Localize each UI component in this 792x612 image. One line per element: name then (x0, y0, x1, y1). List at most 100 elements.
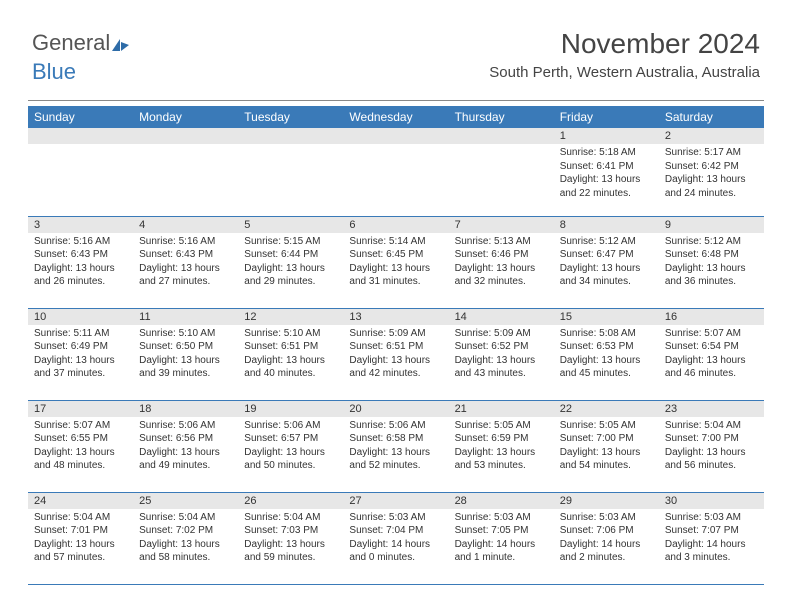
location-subtitle: South Perth, Western Australia, Australi… (489, 64, 760, 81)
daylight-text: Daylight: 13 hours and 43 minutes. (455, 354, 548, 381)
sunset-text: Sunset: 6:43 PM (34, 248, 127, 262)
calendar-week-row: 3Sunrise: 5:16 AMSunset: 6:43 PMDaylight… (28, 216, 764, 308)
calendar-day-cell: 30Sunrise: 5:03 AMSunset: 7:07 PMDayligh… (659, 492, 764, 584)
daylight-text: Daylight: 13 hours and 56 minutes. (665, 446, 758, 473)
day-details: Sunrise: 5:04 AMSunset: 7:03 PMDaylight:… (238, 509, 343, 569)
day-details: Sunrise: 5:08 AMSunset: 6:53 PMDaylight:… (554, 325, 659, 385)
sunset-text: Sunset: 6:47 PM (560, 248, 653, 262)
day-details: Sunrise: 5:06 AMSunset: 6:57 PMDaylight:… (238, 417, 343, 477)
sunset-text: Sunset: 7:01 PM (34, 524, 127, 538)
calendar-day-cell: 10Sunrise: 5:11 AMSunset: 6:49 PMDayligh… (28, 308, 133, 400)
sunset-text: Sunset: 6:45 PM (349, 248, 442, 262)
day-number: 28 (449, 493, 554, 509)
weekday-header: Thursday (449, 106, 554, 128)
day-number: 22 (554, 401, 659, 417)
sunrise-text: Sunrise: 5:03 AM (560, 511, 653, 525)
calendar-day-cell: 9Sunrise: 5:12 AMSunset: 6:48 PMDaylight… (659, 216, 764, 308)
daylight-text: Daylight: 13 hours and 37 minutes. (34, 354, 127, 381)
sunrise-text: Sunrise: 5:10 AM (244, 327, 337, 341)
sunrise-text: Sunrise: 5:16 AM (139, 235, 232, 249)
day-number: 7 (449, 217, 554, 233)
day-details: Sunrise: 5:05 AMSunset: 7:00 PMDaylight:… (554, 417, 659, 477)
day-details: Sunrise: 5:12 AMSunset: 6:47 PMDaylight:… (554, 233, 659, 293)
day-details: Sunrise: 5:06 AMSunset: 6:58 PMDaylight:… (343, 417, 448, 477)
sunrise-text: Sunrise: 5:15 AM (244, 235, 337, 249)
sunrise-text: Sunrise: 5:06 AM (244, 419, 337, 433)
day-details: Sunrise: 5:12 AMSunset: 6:48 PMDaylight:… (659, 233, 764, 293)
daylight-text: Daylight: 13 hours and 46 minutes. (665, 354, 758, 381)
daylight-text: Daylight: 13 hours and 27 minutes. (139, 262, 232, 289)
day-details (449, 144, 554, 150)
day-details: Sunrise: 5:18 AMSunset: 6:41 PMDaylight:… (554, 144, 659, 204)
day-details: Sunrise: 5:11 AMSunset: 6:49 PMDaylight:… (28, 325, 133, 385)
daylight-text: Daylight: 13 hours and 24 minutes. (665, 173, 758, 200)
sunset-text: Sunset: 6:46 PM (455, 248, 548, 262)
sunrise-text: Sunrise: 5:04 AM (139, 511, 232, 525)
sunset-text: Sunset: 6:43 PM (139, 248, 232, 262)
sunset-text: Sunset: 7:04 PM (349, 524, 442, 538)
day-number: 18 (133, 401, 238, 417)
calendar-day-cell (238, 128, 343, 216)
calendar-day-cell: 4Sunrise: 5:16 AMSunset: 6:43 PMDaylight… (133, 216, 238, 308)
calendar-day-cell: 2Sunrise: 5:17 AMSunset: 6:42 PMDaylight… (659, 128, 764, 216)
daylight-text: Daylight: 13 hours and 58 minutes. (139, 538, 232, 565)
sunrise-text: Sunrise: 5:09 AM (349, 327, 442, 341)
sunrise-text: Sunrise: 5:04 AM (34, 511, 127, 525)
sunrise-text: Sunrise: 5:05 AM (455, 419, 548, 433)
day-number: 23 (659, 401, 764, 417)
sunset-text: Sunset: 6:53 PM (560, 340, 653, 354)
day-number: 5 (238, 217, 343, 233)
day-details: Sunrise: 5:07 AMSunset: 6:54 PMDaylight:… (659, 325, 764, 385)
sunrise-text: Sunrise: 5:13 AM (455, 235, 548, 249)
sunrise-text: Sunrise: 5:03 AM (665, 511, 758, 525)
sunset-text: Sunset: 7:05 PM (455, 524, 548, 538)
day-number: 30 (659, 493, 764, 509)
calendar-day-cell: 14Sunrise: 5:09 AMSunset: 6:52 PMDayligh… (449, 308, 554, 400)
day-number: 15 (554, 309, 659, 325)
sunset-text: Sunset: 6:50 PM (139, 340, 232, 354)
daylight-text: Daylight: 13 hours and 57 minutes. (34, 538, 127, 565)
sunrise-text: Sunrise: 5:07 AM (665, 327, 758, 341)
weekday-header: Sunday (28, 106, 133, 128)
sunrise-text: Sunrise: 5:05 AM (560, 419, 653, 433)
sunset-text: Sunset: 6:51 PM (349, 340, 442, 354)
sunset-text: Sunset: 6:54 PM (665, 340, 758, 354)
sunset-text: Sunset: 6:59 PM (455, 432, 548, 446)
sunrise-text: Sunrise: 5:07 AM (34, 419, 127, 433)
sunset-text: Sunset: 6:52 PM (455, 340, 548, 354)
sunset-text: Sunset: 6:56 PM (139, 432, 232, 446)
sunrise-text: Sunrise: 5:18 AM (560, 146, 653, 160)
daylight-text: Daylight: 13 hours and 40 minutes. (244, 354, 337, 381)
day-details: Sunrise: 5:03 AMSunset: 7:04 PMDaylight:… (343, 509, 448, 569)
sunrise-text: Sunrise: 5:06 AM (139, 419, 232, 433)
day-details: Sunrise: 5:17 AMSunset: 6:42 PMDaylight:… (659, 144, 764, 204)
sunrise-text: Sunrise: 5:11 AM (34, 327, 127, 341)
sunset-text: Sunset: 7:07 PM (665, 524, 758, 538)
day-details: Sunrise: 5:07 AMSunset: 6:55 PMDaylight:… (28, 417, 133, 477)
sunrise-text: Sunrise: 5:09 AM (455, 327, 548, 341)
day-details: Sunrise: 5:03 AMSunset: 7:05 PMDaylight:… (449, 509, 554, 569)
day-details: Sunrise: 5:16 AMSunset: 6:43 PMDaylight:… (28, 233, 133, 293)
day-details: Sunrise: 5:04 AMSunset: 7:00 PMDaylight:… (659, 417, 764, 477)
calendar-day-cell: 7Sunrise: 5:13 AMSunset: 6:46 PMDaylight… (449, 216, 554, 308)
calendar-day-cell: 29Sunrise: 5:03 AMSunset: 7:06 PMDayligh… (554, 492, 659, 584)
daylight-text: Daylight: 13 hours and 22 minutes. (560, 173, 653, 200)
logo: General Blue (32, 30, 130, 85)
daylight-text: Daylight: 13 hours and 45 minutes. (560, 354, 653, 381)
day-number: 3 (28, 217, 133, 233)
daylight-text: Daylight: 13 hours and 52 minutes. (349, 446, 442, 473)
logo-sail-icon (112, 33, 130, 59)
day-number: 10 (28, 309, 133, 325)
sunrise-text: Sunrise: 5:17 AM (665, 146, 758, 160)
day-number: 13 (343, 309, 448, 325)
sunrise-text: Sunrise: 5:14 AM (349, 235, 442, 249)
page-title: November 2024 (489, 28, 760, 60)
weekday-header-row: Sunday Monday Tuesday Wednesday Thursday… (28, 106, 764, 128)
calendar-day-cell: 22Sunrise: 5:05 AMSunset: 7:00 PMDayligh… (554, 400, 659, 492)
sunset-text: Sunset: 6:44 PM (244, 248, 337, 262)
calendar-day-cell: 28Sunrise: 5:03 AMSunset: 7:05 PMDayligh… (449, 492, 554, 584)
weekday-header: Wednesday (343, 106, 448, 128)
calendar-day-cell (133, 128, 238, 216)
daylight-text: Daylight: 13 hours and 26 minutes. (34, 262, 127, 289)
daylight-text: Daylight: 13 hours and 34 minutes. (560, 262, 653, 289)
